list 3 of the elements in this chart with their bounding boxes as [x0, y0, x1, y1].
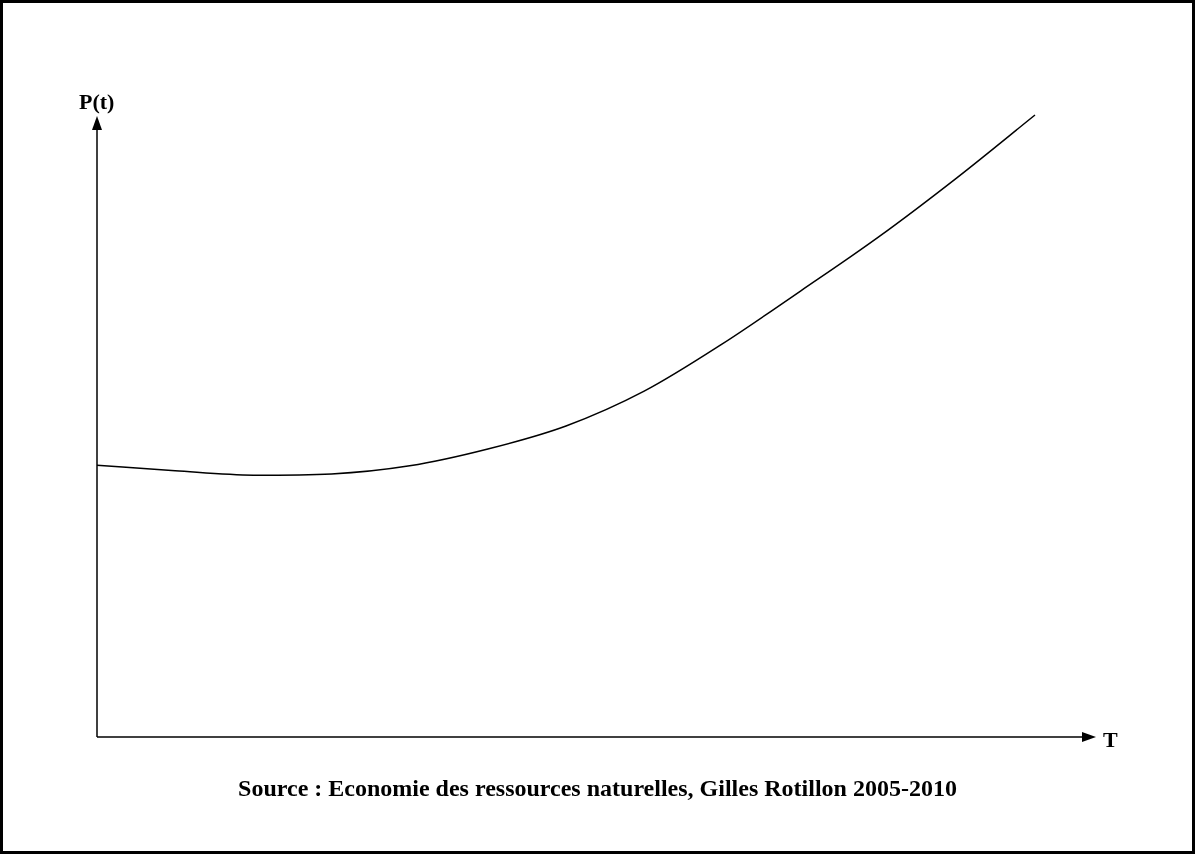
source-note: Source : Economie des ressources naturelles, Gilles Rotillon 2005-2010: [237, 775, 958, 802]
x-axis-title: T: [1103, 727, 1118, 753]
y-axis-title: P(t): [79, 89, 115, 115]
